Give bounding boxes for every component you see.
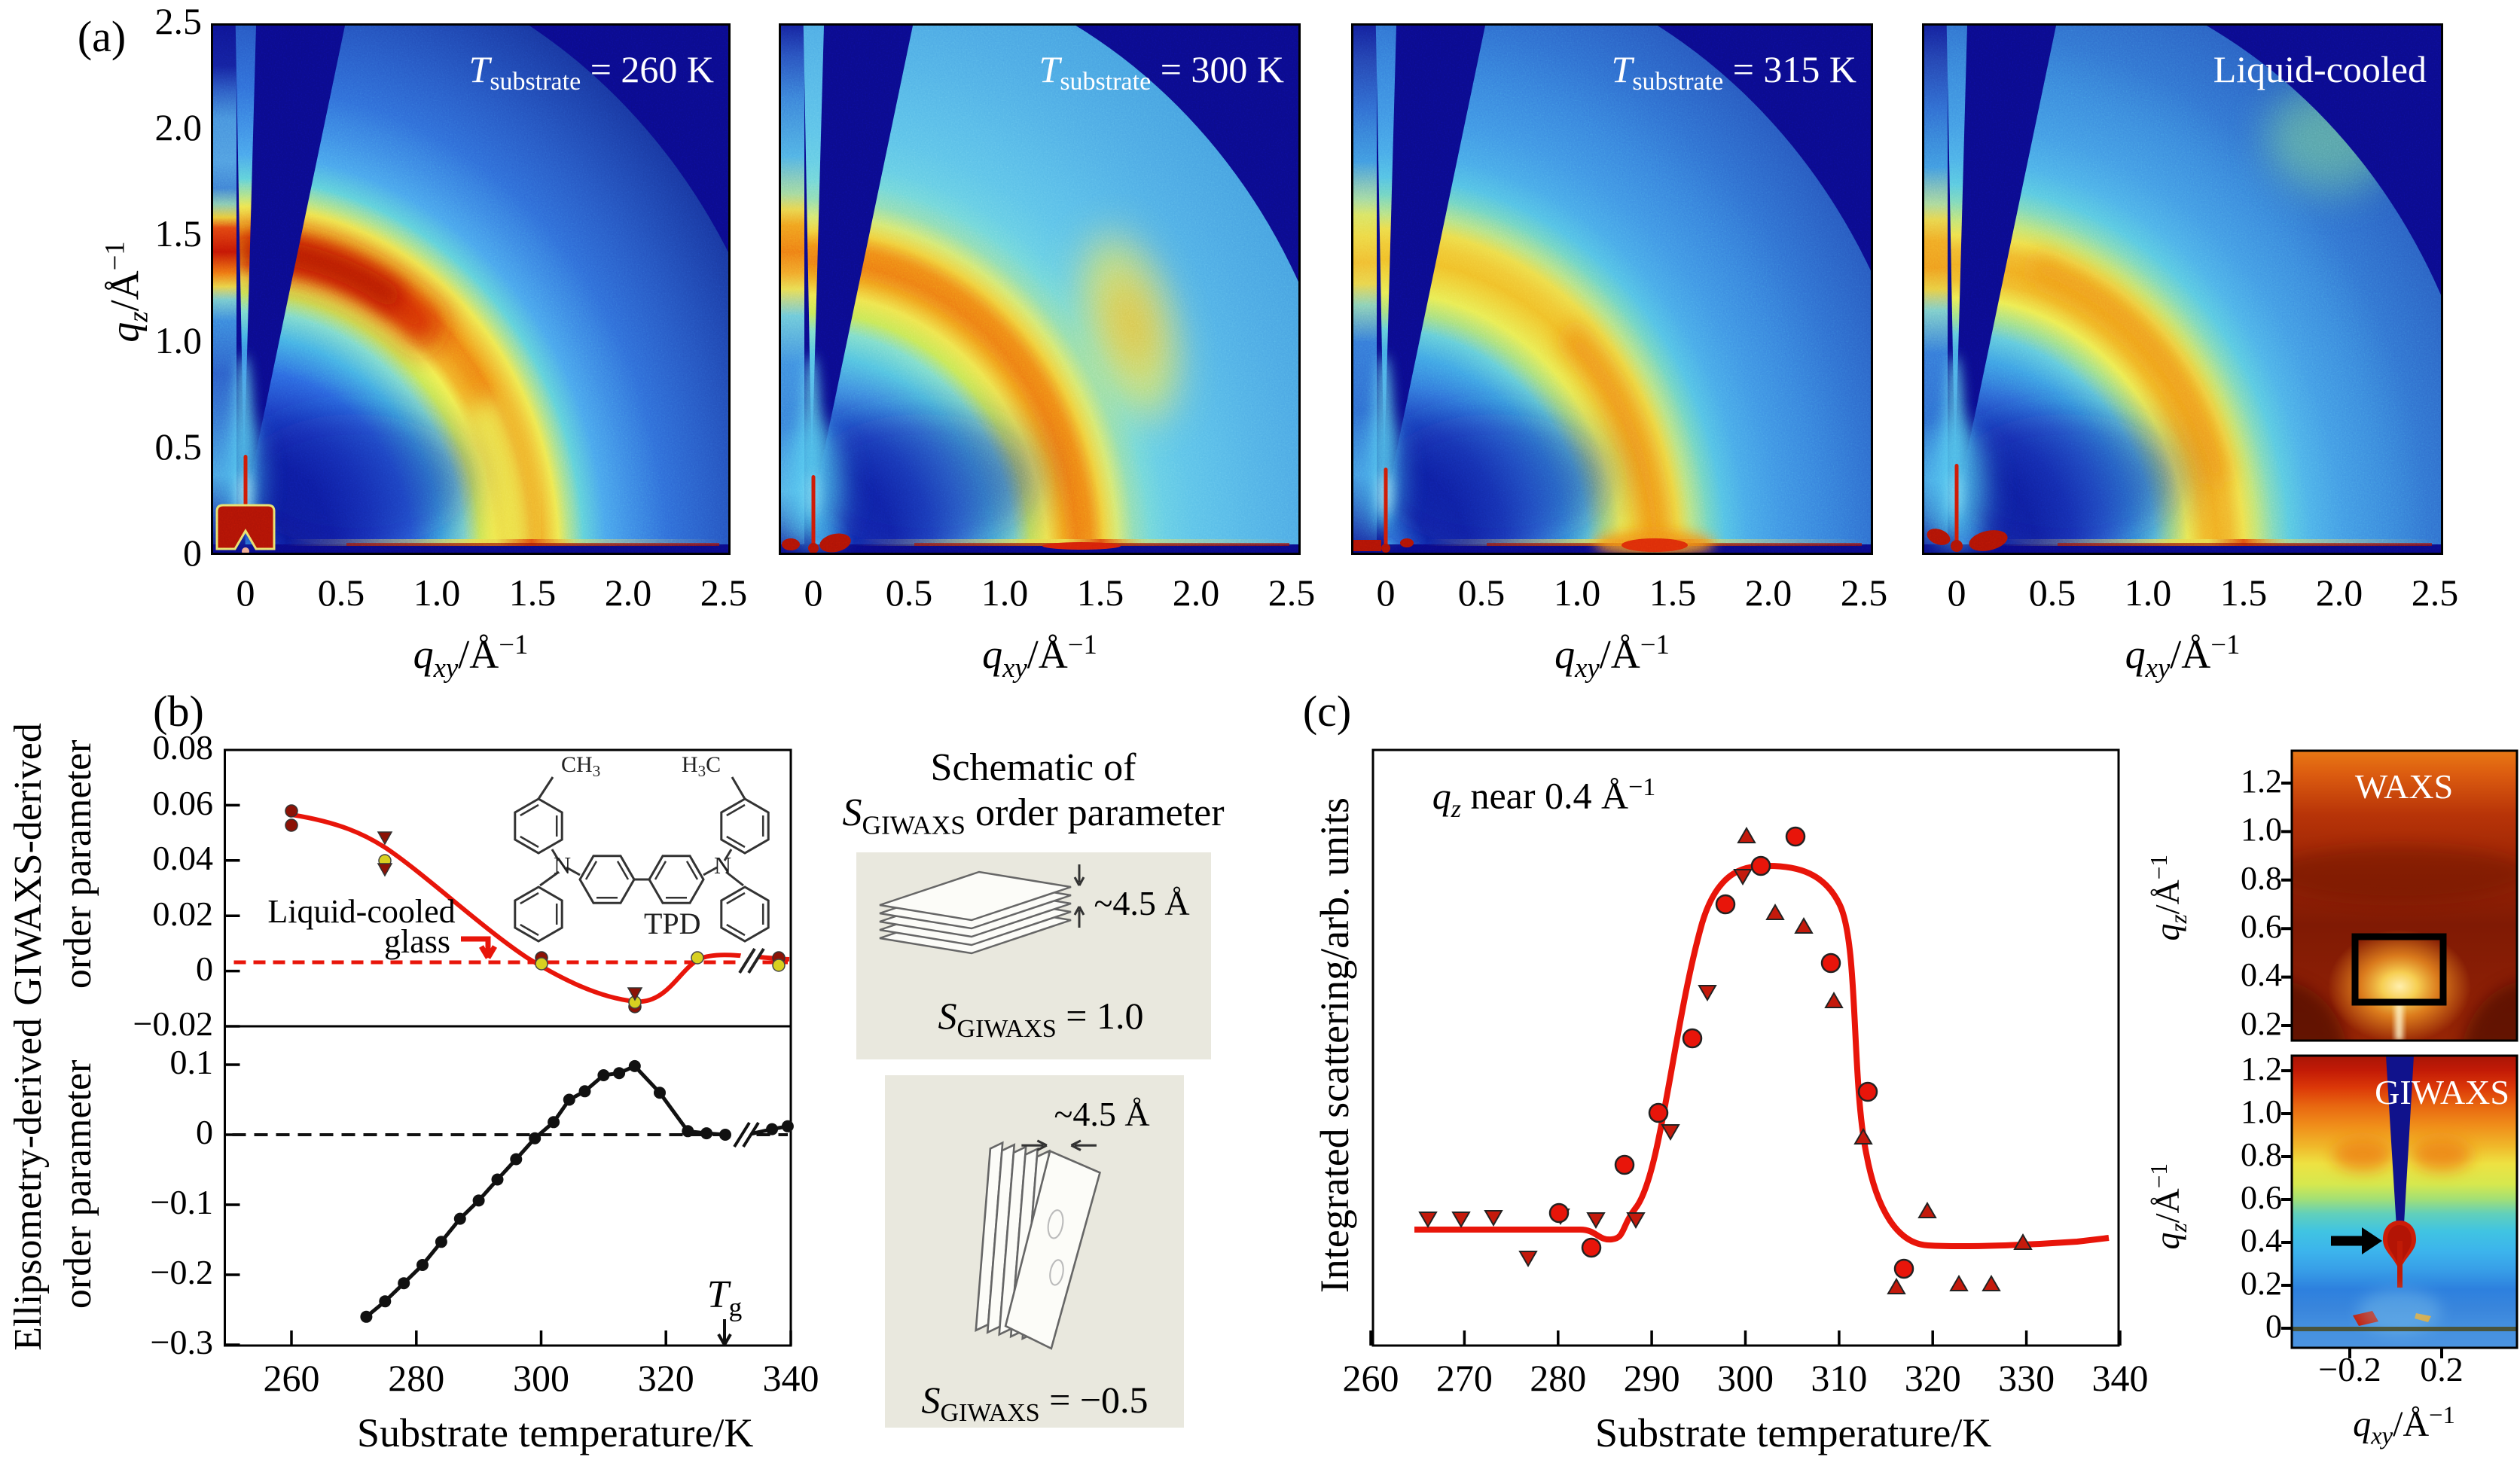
svg-text:Tsubstrate = 260 K: Tsubstrate = 260 K — [469, 48, 714, 96]
svg-text:Liquid-cooled: Liquid-cooled — [2213, 48, 2427, 90]
svg-text:N: N — [714, 852, 731, 879]
svg-text:Tsubstrate = 300 K: Tsubstrate = 300 K — [1039, 48, 1284, 96]
svg-text:TPD: TPD — [644, 907, 701, 940]
svg-text:WAXS: WAXS — [2355, 767, 2453, 806]
svg-text:H3C: H3C — [682, 752, 721, 780]
svg-text:CH3: CH3 — [561, 752, 600, 780]
svg-text:GIWAXS: GIWAXS — [2375, 1073, 2509, 1111]
svg-text:Tsubstrate = 315 K: Tsubstrate = 315 K — [1612, 48, 1856, 96]
svg-text:N: N — [554, 852, 571, 879]
